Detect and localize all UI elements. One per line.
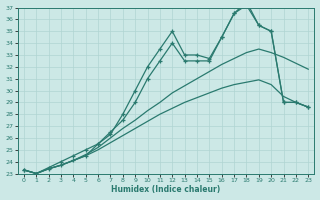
X-axis label: Humidex (Indice chaleur): Humidex (Indice chaleur) [111, 185, 221, 194]
